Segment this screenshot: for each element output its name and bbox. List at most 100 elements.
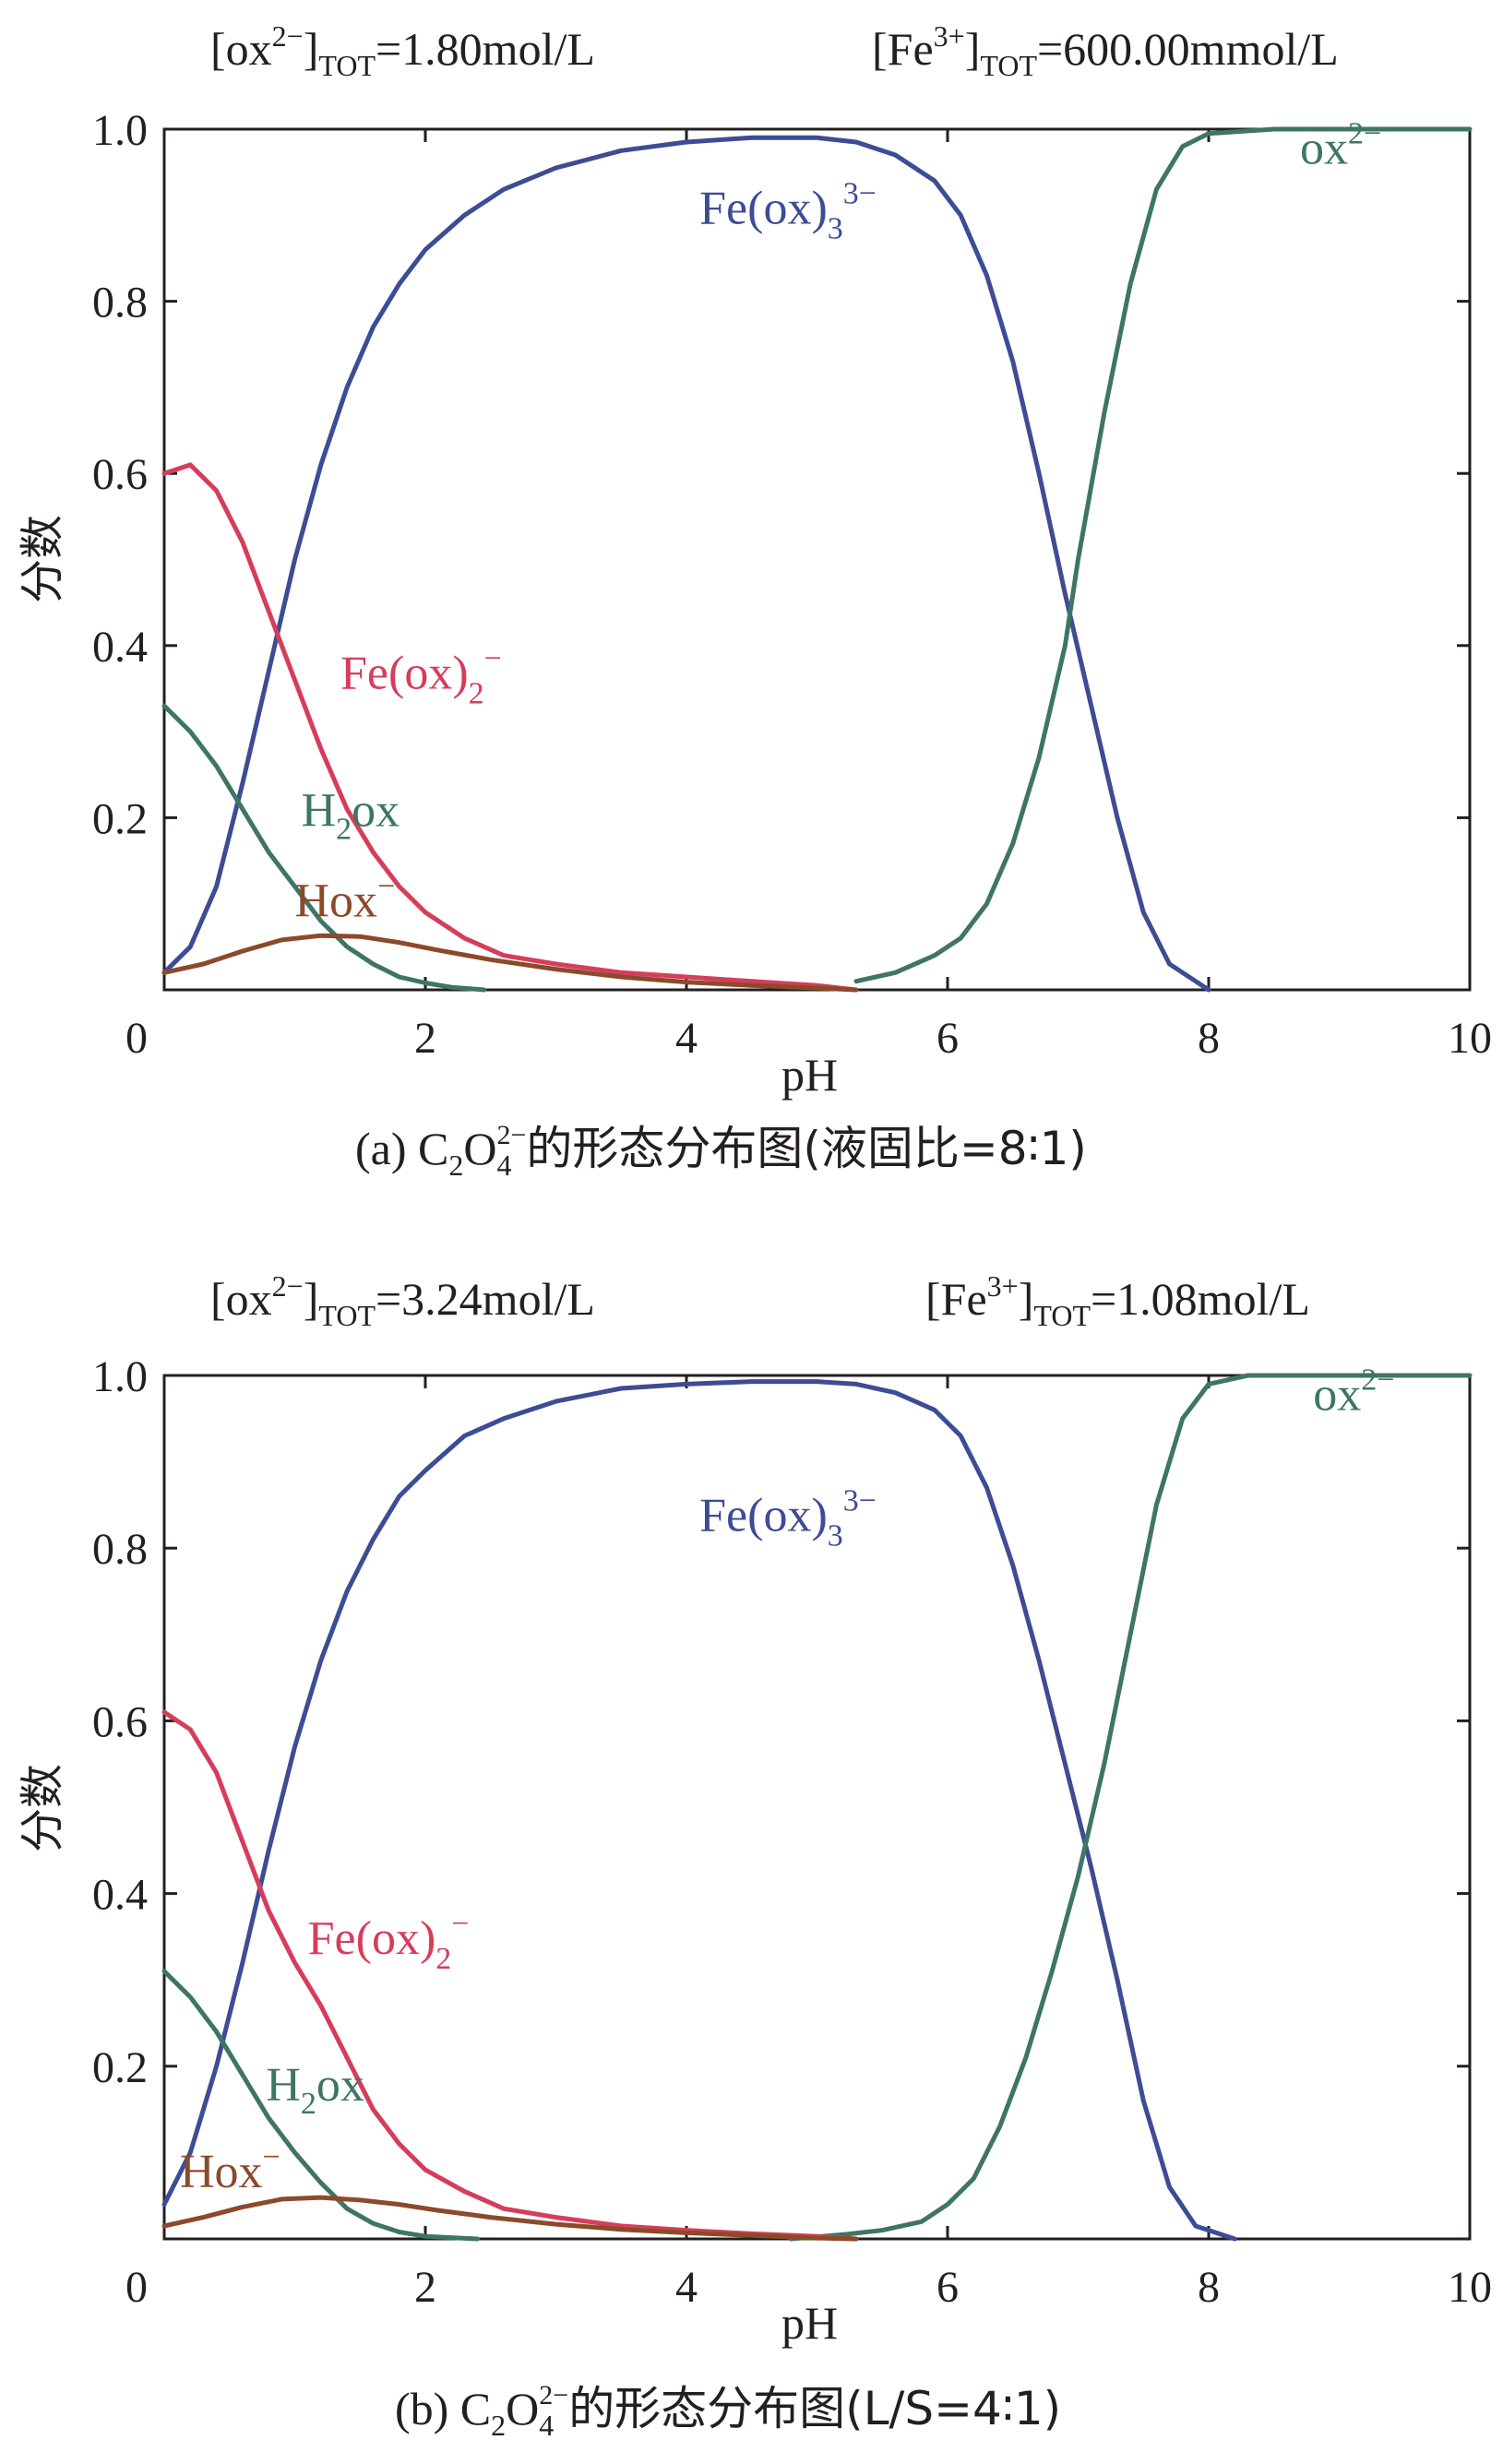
caption-sub1: 2 xyxy=(448,1149,463,1182)
header-left-sup: 2− xyxy=(272,19,304,53)
caption-suffix: 的形态分布图(L/S=4∶1) xyxy=(568,2382,1061,2435)
series-label-3: H2ox xyxy=(302,785,400,847)
header-right-value: =600.00mmol/L xyxy=(1037,23,1339,75)
header-right-sub: TOT xyxy=(1033,1299,1091,1332)
header-left-value: =3.24mol/L xyxy=(376,1273,595,1325)
series-label-sup: 2− xyxy=(1348,116,1381,150)
series-label-base: H xyxy=(266,2059,301,2112)
series-label-base: Hox xyxy=(295,875,378,928)
header-left-sup: 2− xyxy=(272,1269,304,1303)
series-label-2: Fe(ox)2− xyxy=(308,1907,470,1976)
header-right-sup: 3+ xyxy=(987,1269,1019,1303)
caption-mid: O xyxy=(506,2383,539,2434)
y-axis-label: 分数 xyxy=(17,515,68,603)
x-tick-label: 2 xyxy=(414,2263,436,2312)
series-label-sub: 3 xyxy=(828,1518,843,1553)
series-line-4 xyxy=(161,2195,859,2242)
x-axis-label: pH xyxy=(781,2297,838,2349)
series-label-4: Hox− xyxy=(180,2140,280,2198)
series-line-1 xyxy=(853,126,1473,984)
series-label-base2: ox xyxy=(316,2059,364,2112)
header-left-base: [ox xyxy=(210,23,272,75)
caption-prefix: (b) C xyxy=(395,2383,491,2434)
x-tick-label: 10 xyxy=(1448,1014,1492,1063)
caption-suffix: 的形态分布图(液固比=8∶1) xyxy=(526,1122,1087,1175)
chart-b: [ox2−]TOT=3.24mol/L [Fe3+]TOT=1.08mol/L0.… xyxy=(17,1269,1492,2442)
series-label-sup: 3− xyxy=(843,177,877,211)
header-right-base: [Fe xyxy=(872,23,934,75)
x-tick-label: 6 xyxy=(936,2263,959,2312)
series-label-0: Fe(ox)33− xyxy=(699,177,877,246)
chart-a: [ox2−]TOT=1.80mol/L [Fe3+]TOT=600.00mmol/… xyxy=(17,19,1492,1182)
header-left-value: =1.80mol/L xyxy=(376,23,595,75)
header-right-sub: TOT xyxy=(980,49,1037,82)
y-tick-label: 0.2 xyxy=(92,794,148,843)
x-tick-label: 8 xyxy=(1198,1014,1220,1063)
series-label-sup: − xyxy=(451,1907,469,1941)
series-label-base: ox xyxy=(1300,122,1348,174)
header-right-value: =1.08mol/L xyxy=(1091,1273,1310,1325)
y-tick-label: 1.0 xyxy=(92,1352,148,1401)
series-label-sub: 2 xyxy=(301,2087,316,2121)
y-axis-label: 分数 xyxy=(17,1764,68,1852)
caption-sup2: 2− xyxy=(539,2380,568,2410)
header-left-close: ] xyxy=(304,23,319,75)
series-line-3 xyxy=(161,703,487,993)
header-right-close: ] xyxy=(965,23,981,75)
caption-mid: O xyxy=(463,1123,496,1174)
x-tick-label: 2 xyxy=(414,1014,436,1063)
x-tick-label: 0 xyxy=(125,2263,148,2312)
series-label-base: Fe(ox) xyxy=(308,1912,436,1965)
total-iron-label: [Fe3+]TOT=600.00mmol/L xyxy=(872,19,1339,82)
series-label-base: Fe(ox) xyxy=(340,647,469,699)
series-label-sup: 2− xyxy=(1361,1363,1394,1397)
x-tick-label: 4 xyxy=(675,2263,698,2312)
series-label-base: H xyxy=(302,785,337,838)
series-label-sup: − xyxy=(377,870,395,904)
series-label-2: Fe(ox)2− xyxy=(340,641,502,710)
y-tick-label: 0.6 xyxy=(92,1697,148,1746)
caption-prefix: (a) C xyxy=(355,1123,448,1174)
y-tick-label: 0.8 xyxy=(92,1525,148,1574)
series-line-4 xyxy=(161,933,859,993)
header-left-close: ] xyxy=(304,1273,319,1325)
header-left-base: [ox xyxy=(210,1273,272,1325)
plot-frame xyxy=(162,127,1472,992)
series-label-sub: 2 xyxy=(435,1942,451,1976)
x-tick-label: 10 xyxy=(1448,2263,1492,2312)
x-tick-label: 4 xyxy=(675,1014,698,1063)
y-tick-label: 0.4 xyxy=(92,1871,148,1920)
figure-caption: (b) C2O42−的形态分布图(L/S=4∶1) xyxy=(395,2380,1061,2442)
series-label-base: Hox xyxy=(180,2146,263,2198)
series-label-base: ox xyxy=(1313,1368,1361,1421)
x-axis-label: pH xyxy=(781,1049,838,1101)
x-tick-label: 6 xyxy=(936,1014,959,1063)
series-label-3: H2ox xyxy=(266,2059,364,2121)
total-oxalate-label: [ox2−]TOT=1.80mol/L xyxy=(210,19,595,82)
header-left-sub: TOT xyxy=(318,49,376,82)
y-tick-label: 0.2 xyxy=(92,2043,148,2092)
series-label-sub: 2 xyxy=(469,676,484,710)
x-tick-label: 0 xyxy=(125,1014,148,1063)
series-label-sup: − xyxy=(484,641,502,675)
series-line-0 xyxy=(161,135,1211,993)
series-label-base: Fe(ox) xyxy=(699,183,828,235)
header-right-sup: 3+ xyxy=(934,19,965,53)
series-line-2 xyxy=(161,1709,859,2242)
series-line-0 xyxy=(161,1379,1237,2242)
series-line-2 xyxy=(161,462,859,993)
series-label-sup: − xyxy=(263,2140,280,2174)
series-label-sub: 2 xyxy=(336,813,352,847)
series-label-sub: 3 xyxy=(828,212,843,246)
series-line-3 xyxy=(161,1969,481,2242)
series-label-base: Fe(ox) xyxy=(699,1489,828,1541)
caption-sub1: 2 xyxy=(491,2409,506,2442)
caption-sub2: 4 xyxy=(496,1149,511,1182)
series-label-4: Hox− xyxy=(295,870,396,928)
series-label-sup: 3− xyxy=(843,1483,877,1518)
caption-sup2: 2− xyxy=(496,1120,526,1150)
x-tick-label: 8 xyxy=(1198,2263,1220,2312)
y-tick-label: 1.0 xyxy=(92,106,148,155)
total-iron-label: [Fe3+]TOT=1.08mol/L xyxy=(925,1269,1310,1332)
